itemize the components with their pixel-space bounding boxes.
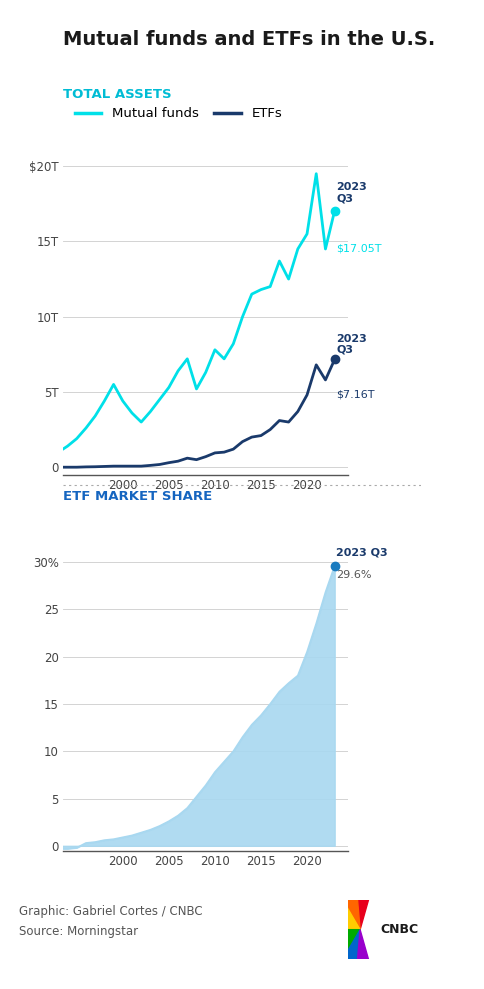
Text: 29.6%: 29.6%: [336, 570, 372, 580]
Text: $17.05T: $17.05T: [336, 243, 381, 254]
Text: Mutual funds and ETFs in the U.S.: Mutual funds and ETFs in the U.S.: [63, 30, 435, 48]
Legend: Mutual funds, ETFs: Mutual funds, ETFs: [70, 102, 287, 126]
Polygon shape: [357, 930, 370, 971]
Text: CNBC: CNBC: [380, 923, 419, 937]
Text: 2023
Q3: 2023 Q3: [336, 182, 367, 203]
Text: Graphic: Gabriel Cortes / CNBC: Graphic: Gabriel Cortes / CNBC: [19, 905, 203, 918]
Text: $7.16T: $7.16T: [336, 390, 375, 400]
Text: TOTAL ASSETS: TOTAL ASSETS: [63, 87, 171, 101]
Polygon shape: [340, 930, 360, 956]
Text: ETF MARKET SHARE: ETF MARKET SHARE: [63, 490, 212, 503]
Text: 2023
Q3: 2023 Q3: [336, 334, 367, 355]
Text: 2023 Q3: 2023 Q3: [336, 548, 388, 558]
Polygon shape: [345, 889, 360, 930]
Text: Source: Morningstar: Source: Morningstar: [19, 925, 138, 938]
Polygon shape: [340, 903, 360, 930]
Polygon shape: [357, 888, 370, 930]
Polygon shape: [345, 930, 360, 970]
